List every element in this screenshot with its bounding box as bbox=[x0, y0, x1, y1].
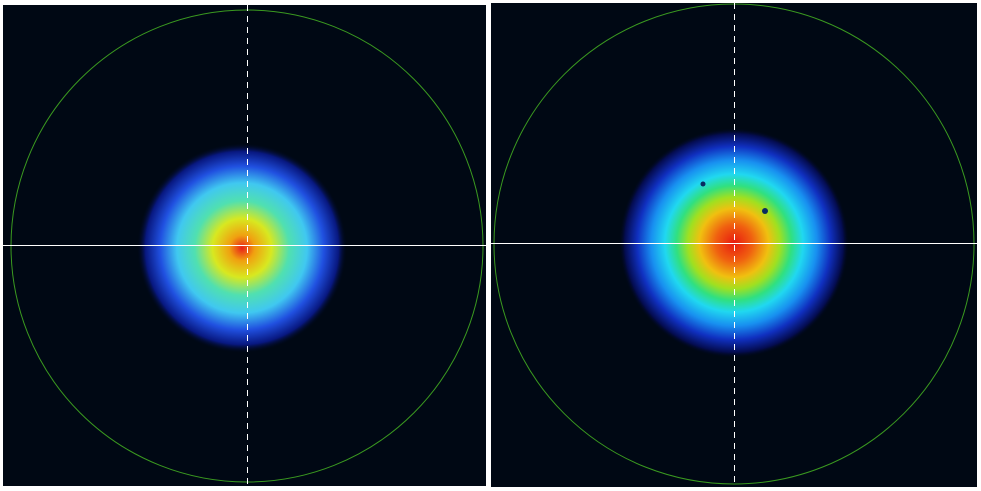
right-panel bbox=[491, 3, 977, 487]
left-panel bbox=[3, 5, 486, 486]
dust-spot bbox=[700, 181, 706, 187]
dust-spot bbox=[762, 208, 768, 214]
beam-spot bbox=[137, 143, 347, 353]
